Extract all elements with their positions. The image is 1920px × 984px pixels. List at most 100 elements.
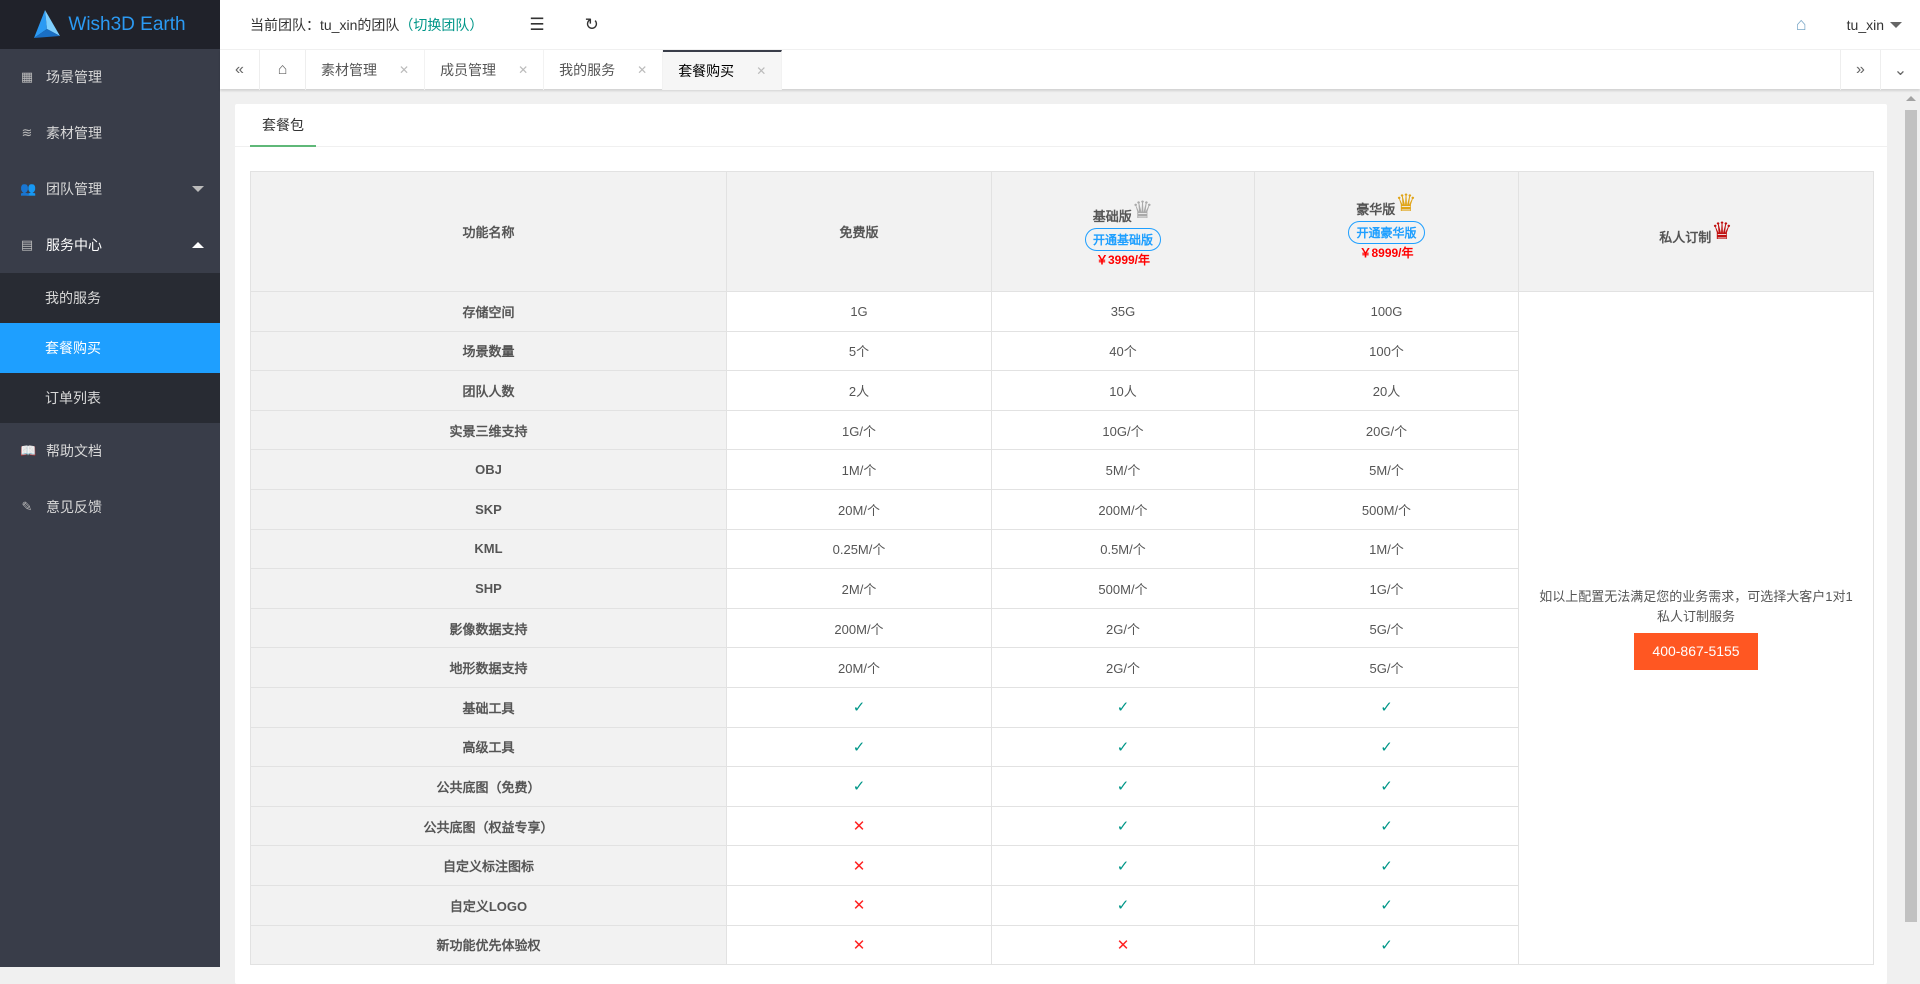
scrollbar[interactable]	[1904, 96, 1918, 922]
current-team: 当前团队：tu_xin的团队（切换团队）	[250, 15, 483, 35]
feature-value: 1G/个	[726, 409, 992, 451]
open-basic-button[interactable]: 开通基础版	[1084, 227, 1161, 251]
close-icon[interactable]: ✕	[518, 63, 529, 77]
header-free: 免费版	[726, 171, 992, 292]
feature-value: 5M/个	[1254, 449, 1519, 490]
table-row: 基础工具 ✓ ✓ ✓	[250, 686, 1874, 728]
tabs-scroll-right-icon[interactable]: »	[1840, 50, 1880, 90]
sidebar-item-label: 帮助文档	[46, 443, 102, 459]
feature-value: 1M/个	[1254, 528, 1519, 570]
scroll-up-icon[interactable]	[1906, 96, 1916, 101]
package-table: 功能名称 免费版 基础版♛ 开通基础版 ￥3999/年 豪华版♛ 开通豪华版 ￥8999…	[250, 171, 1874, 966]
feedback-icon: ✎	[21, 499, 33, 514]
tab-my-services[interactable]: 我的服务 ✕	[544, 50, 664, 90]
table-row: 场景数量 5个 40个 100个	[250, 330, 1874, 372]
table-row: 实景三维支持 1G/个 10G/个 20G/个	[250, 409, 1874, 451]
close-icon[interactable]: ✕	[756, 64, 767, 78]
gold-crown-icon: ♛	[1395, 189, 1417, 217]
feature-name: 影像数据支持	[250, 607, 727, 649]
feature-name: 场景数量	[250, 330, 727, 372]
chevron-down-icon	[192, 186, 204, 192]
scene-icon: ▦	[20, 69, 34, 84]
feature-name: SHP	[250, 568, 727, 609]
sidebar-item-label: 我的服务	[45, 290, 101, 306]
check-icon: ✓	[1254, 726, 1519, 768]
sidebar-item-orders[interactable]: 订单列表	[0, 373, 220, 423]
home-icon[interactable]: ⌂	[1795, 14, 1807, 34]
check-icon: ✓	[991, 845, 1255, 886]
sidebar-item-service-center[interactable]: ▤ 服务中心	[0, 217, 220, 273]
cross-icon: ✕	[726, 884, 992, 926]
sidebar-item-package-purchase[interactable]: 套餐购买	[0, 323, 220, 373]
feature-value: 1G	[726, 291, 992, 332]
feature-value: 2G/个	[991, 607, 1255, 649]
feature-name: 自定义LOGO	[250, 884, 727, 926]
tab-materials[interactable]: 素材管理 ✕	[306, 50, 426, 90]
feature-value: 1G/个	[1254, 568, 1519, 609]
sidebar-item-my-services[interactable]: 我的服务	[0, 273, 220, 323]
feature-name: 自定义标注图标	[250, 845, 727, 886]
table-row: SKP 20M/个 200M/个 500M/个	[250, 488, 1874, 530]
feature-name: 公共底图（免费）	[250, 766, 727, 807]
sidebar-item-label: 订单列表	[45, 390, 101, 406]
sidebar-item-label: 服务中心	[46, 237, 102, 253]
header-basic: 基础版♛ 开通基础版 ￥3999/年	[991, 171, 1255, 292]
header-deluxe: 豪华版♛ 开通豪华版 ￥8999/年	[1254, 171, 1519, 292]
check-icon: ✓	[726, 686, 992, 728]
check-icon: ✓	[991, 686, 1255, 728]
table-row: SHP 2M/个 500M/个 1G/个	[250, 568, 1874, 609]
check-icon: ✓	[991, 766, 1255, 807]
check-icon: ✓	[726, 766, 992, 807]
sidebar: Wish3D Earth ▦ 场景管理 ≋ 素材管理 👥 团队管理 ▤ 服务中心 我的服…	[0, 0, 220, 967]
feature-value: 10人	[991, 370, 1255, 411]
table-row: OBJ 1M/个 5M/个 5M/个	[250, 449, 1874, 490]
feature-name: 高级工具	[250, 726, 727, 768]
header-feature: 功能名称	[250, 171, 727, 292]
logo[interactable]: Wish3D Earth	[0, 0, 220, 49]
feature-name: KML	[250, 528, 727, 570]
collapse-menu-icon[interactable]: ☰	[529, 14, 545, 34]
switch-team-link[interactable]: （切换团队）	[399, 16, 484, 33]
table-row: 影像数据支持 200M/个 2G/个 5G/个	[250, 607, 1874, 649]
private-text: 如以上配置无法满足您的业务需求，可选择大客户1对1私人订制服务	[1539, 588, 1853, 624]
tabs-menu-chevron-icon[interactable]: ⌄	[1880, 50, 1920, 90]
tabs-scroll-left-icon[interactable]: «	[220, 50, 260, 90]
feature-value: 5M/个	[991, 449, 1255, 490]
open-deluxe-button[interactable]: 开通豪华版	[1348, 220, 1425, 244]
sidebar-item-label: 素材管理	[46, 125, 102, 141]
phone-button[interactable]: 400-867-5155	[1634, 632, 1758, 670]
tab-members[interactable]: 成员管理 ✕	[425, 50, 545, 90]
sidebar-item-help[interactable]: 📖 帮助文档	[0, 423, 220, 479]
feature-name: 新功能优先体验权	[250, 924, 727, 966]
feature-value: 200M/个	[726, 607, 992, 649]
user-menu[interactable]: tu_xin	[1847, 17, 1902, 33]
sidebar-item-team[interactable]: 👥 团队管理	[0, 161, 220, 217]
scrollbar-thumb[interactable]	[1905, 110, 1917, 922]
tab-package[interactable]: 套餐包	[250, 104, 316, 147]
refresh-icon[interactable]: ↻	[584, 14, 599, 34]
tab-label: 素材管理	[321, 62, 377, 78]
check-icon: ✓	[991, 805, 1255, 847]
feature-name: OBJ	[250, 449, 727, 490]
sidebar-item-scenes[interactable]: ▦ 场景管理	[0, 49, 220, 105]
table-row: 地形数据支持 20M/个 2G/个 5G/个	[250, 647, 1874, 688]
feature-value: 5G/个	[1254, 647, 1519, 688]
sidebar-item-label: 套餐购买	[45, 340, 101, 356]
tab-package-purchase[interactable]: 套餐购买 ✕	[663, 50, 783, 90]
home-tab-icon[interactable]: ⌂	[260, 50, 306, 90]
feature-value: 20M/个	[726, 647, 992, 688]
sidebar-item-label: 意见反馈	[46, 499, 102, 515]
silver-crown-icon: ♛	[1131, 196, 1154, 224]
table-row: 团队人数 2人 10人 20人	[250, 370, 1874, 411]
close-icon[interactable]: ✕	[399, 63, 410, 77]
feature-value: 20人	[1254, 370, 1519, 411]
close-icon[interactable]: ✕	[637, 63, 648, 77]
sidebar-item-label: 团队管理	[46, 181, 102, 197]
sidebar-item-materials[interactable]: ≋ 素材管理	[0, 105, 220, 161]
feature-name: 基础工具	[250, 686, 727, 728]
cross-icon: ✕	[726, 845, 992, 886]
table-row: 自定义标注图标 ✕ ✓ ✓	[250, 845, 1874, 886]
cross-icon: ✕	[726, 805, 992, 847]
sidebar-item-feedback[interactable]: ✎ 意见反馈	[0, 479, 220, 535]
basic-price: ￥3999/年	[1095, 252, 1151, 267]
